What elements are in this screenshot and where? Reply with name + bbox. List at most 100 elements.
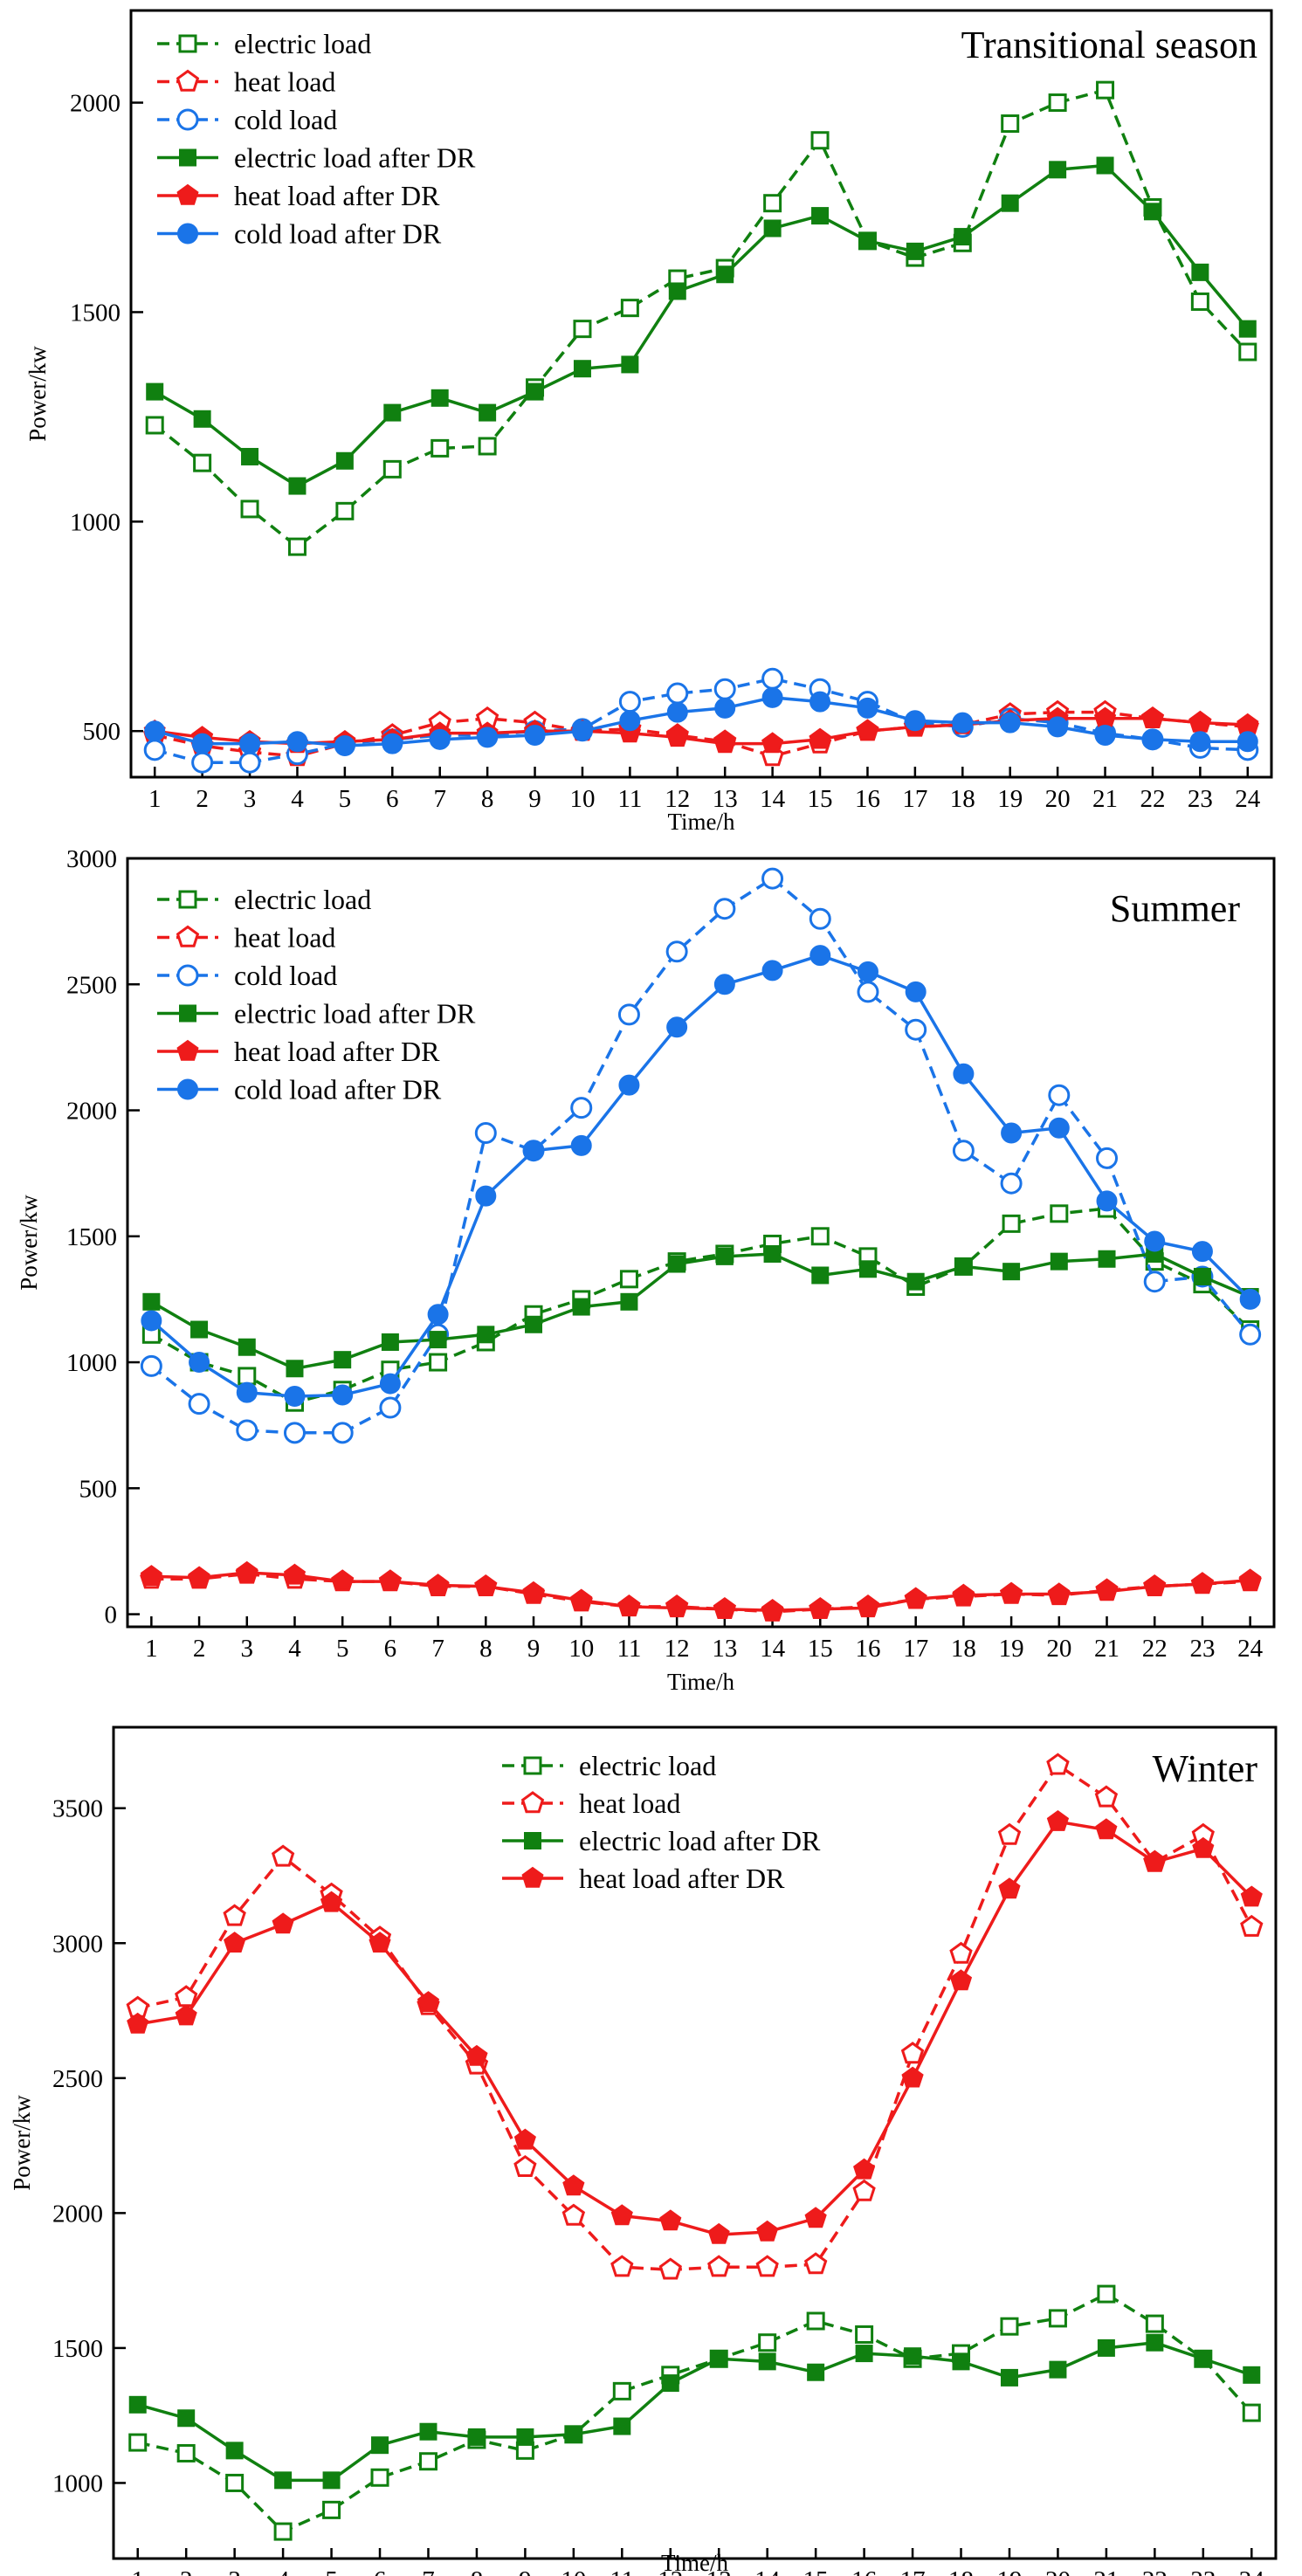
data-point <box>175 2004 197 2026</box>
data-point <box>284 1386 306 1407</box>
data-point <box>809 945 831 967</box>
data-point <box>225 2442 244 2460</box>
x-tick-label: 9 <box>528 785 541 813</box>
data-point <box>191 751 214 774</box>
data-point <box>1145 2314 1164 2333</box>
data-point <box>1192 1836 1215 1858</box>
data-point <box>658 2257 682 2280</box>
data-point <box>810 1227 830 1246</box>
legend-marker <box>178 890 197 909</box>
data-point <box>177 2409 196 2428</box>
data-point <box>427 1574 450 1595</box>
data-point <box>758 2333 777 2352</box>
x-tick-label: 1 <box>148 785 162 813</box>
series-line-electric-load-after-DR <box>154 163 1250 488</box>
legend-label: electric load <box>579 1750 716 1781</box>
x-tick-label: 20 <box>1045 2566 1071 2576</box>
x-tick-label: 10 <box>561 2566 586 2576</box>
legend-marker <box>524 1832 541 1849</box>
data-point <box>756 2220 779 2242</box>
data-point <box>620 299 639 318</box>
data-point <box>570 1588 593 1610</box>
data-point <box>949 1941 973 1964</box>
data-point <box>857 1596 879 1618</box>
legend-label: heat load <box>234 922 335 954</box>
data-point <box>952 1140 975 1162</box>
series-line-cold-load <box>154 677 1248 764</box>
data-point <box>952 2352 970 2371</box>
x-tick-label: 18 <box>951 1635 976 1663</box>
data-point <box>379 1373 401 1395</box>
data-point <box>1050 1204 1069 1223</box>
data-point <box>621 355 639 374</box>
legend-marker <box>176 964 199 987</box>
legend-marker <box>177 1078 198 1100</box>
data-point <box>1048 1582 1071 1604</box>
x-tick-label: 20 <box>1046 1635 1071 1663</box>
data-point <box>1046 1809 1070 1831</box>
data-point <box>953 1063 975 1085</box>
y-tick-label: 1000 <box>70 508 121 536</box>
data-point <box>190 1320 209 1339</box>
plot-frame <box>126 857 1276 1629</box>
data-point <box>513 2154 537 2177</box>
x-tick-label: 21 <box>1094 1635 1119 1663</box>
x-tick-label: 18 <box>948 2566 974 2576</box>
data-point <box>516 2428 534 2446</box>
legend: electric load heat load cold load electric … <box>157 884 476 1105</box>
legend-marker <box>178 34 197 53</box>
data-point <box>763 194 782 213</box>
data-point <box>332 1384 354 1406</box>
x-tick-label: 2 <box>180 2566 193 2576</box>
data-point <box>272 1912 294 1934</box>
x-tick-label: 18 <box>950 785 975 813</box>
plot-frame <box>112 1725 1278 2560</box>
x-tick-label: 7 <box>431 1635 444 1663</box>
y-tick-label: 2000 <box>52 2200 103 2228</box>
data-point <box>143 739 166 761</box>
data-point <box>144 720 166 742</box>
x-tick-label: 17 <box>902 785 927 813</box>
data-point <box>666 682 689 705</box>
x-tick-label: 23 <box>1188 785 1213 813</box>
data-point <box>127 2012 149 2034</box>
data-point <box>1238 342 1257 362</box>
data-point <box>331 1569 354 1591</box>
series-group <box>140 867 1262 1622</box>
data-point <box>335 501 355 520</box>
data-point <box>142 1292 161 1311</box>
x-tick-label: 11 <box>617 1635 641 1663</box>
data-point <box>417 1991 440 2012</box>
legend-label: electric load after DR <box>579 1825 821 1856</box>
x-tick-label: 22 <box>1142 2566 1168 2576</box>
data-point <box>1188 711 1211 733</box>
data-point <box>952 1583 975 1605</box>
data-point <box>128 2433 148 2452</box>
data-point <box>803 2252 828 2275</box>
x-tick-label: 1 <box>131 2566 144 2576</box>
series-line-cold-load-after-DR <box>154 696 1248 747</box>
data-point <box>905 1588 927 1608</box>
data-point <box>238 751 261 774</box>
data-point <box>1191 263 1209 281</box>
data-point <box>188 1393 210 1415</box>
data-point <box>659 2209 682 2231</box>
data-point <box>479 403 497 422</box>
data-point <box>806 2311 825 2331</box>
data-point <box>1001 1122 1023 1144</box>
data-point <box>193 453 212 472</box>
x-tick-label: 23 <box>1190 2566 1216 2576</box>
series-group <box>126 1753 1264 2541</box>
y-tick-label: 2500 <box>52 2065 103 2093</box>
legend-marker <box>176 925 200 947</box>
data-point <box>570 1097 593 1119</box>
data-point <box>1239 1288 1261 1310</box>
x-tick-label: 12 <box>665 785 690 813</box>
legend-marker <box>179 1004 196 1023</box>
data-point <box>1143 203 1161 221</box>
series-line-electric-load <box>137 2292 1253 2533</box>
data-point <box>191 733 213 754</box>
data-point <box>665 1596 688 1618</box>
data-point <box>620 1292 638 1311</box>
